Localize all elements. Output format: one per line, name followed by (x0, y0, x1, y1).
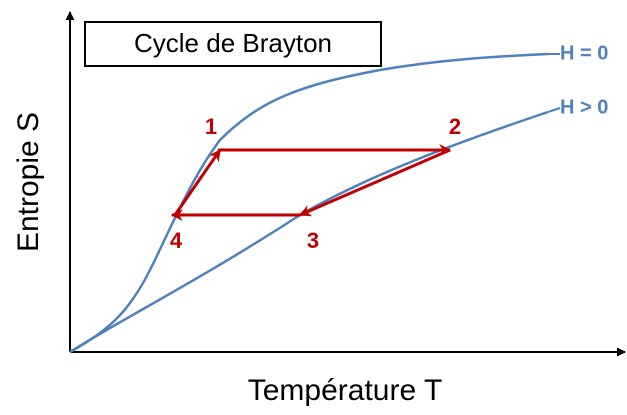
curve-h0 (69, 52, 549, 354)
x-axis-label: Température T (248, 374, 443, 407)
title-box (84, 21, 382, 67)
curve-label: H > 0 (560, 96, 608, 118)
point-label: 4 (170, 228, 183, 253)
arrow-2-3 (298, 148, 451, 217)
title: Cycle de Brayton (134, 28, 332, 58)
arrow-4-1 (173, 149, 222, 216)
point-label: 3 (307, 228, 319, 253)
curve-label: H = 0 (560, 42, 608, 64)
point-label: 2 (449, 114, 461, 139)
point-label: 1 (205, 114, 217, 139)
leader-hpos (547, 107, 561, 113)
y-axis-label: Entropie S (12, 112, 45, 252)
